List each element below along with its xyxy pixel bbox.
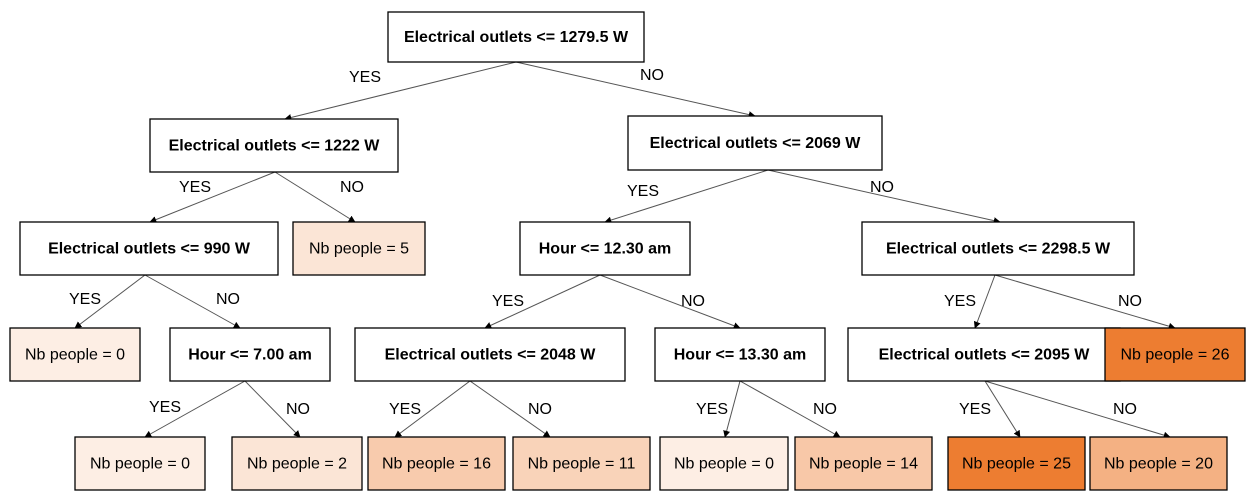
edge-label: YES bbox=[349, 69, 381, 86]
edge-label: YES bbox=[389, 401, 421, 418]
node-box bbox=[9, 327, 141, 382]
edge bbox=[984, 380, 1171, 439]
edge-label: YES bbox=[959, 401, 991, 418]
edge-label: YES bbox=[944, 293, 976, 310]
node-box bbox=[19, 221, 279, 276]
node-box bbox=[654, 327, 826, 382]
node-box bbox=[519, 221, 691, 276]
node-box bbox=[947, 436, 1086, 491]
leaf-label: Nb people = 20 bbox=[1104, 456, 1213, 473]
edge bbox=[723, 380, 741, 438]
leaf-label: Nb people = 25 bbox=[962, 456, 1071, 473]
leaf-label: Nb people = 5 bbox=[309, 241, 409, 258]
edge bbox=[469, 380, 551, 438]
decision-label: Electrical outlets <= 2095 W bbox=[879, 347, 1091, 364]
edge bbox=[515, 61, 756, 119]
edge bbox=[144, 274, 241, 329]
edge-label: NO bbox=[286, 401, 310, 418]
edge bbox=[604, 169, 769, 224]
decision-label: Electrical outlets <= 2298.5 W bbox=[886, 241, 1111, 258]
decision-label: Electrical outlets <= 1222 W bbox=[169, 138, 381, 155]
edge-label: YES bbox=[69, 291, 101, 308]
edge bbox=[484, 274, 601, 329]
node-box bbox=[627, 115, 883, 171]
node-box bbox=[367, 436, 506, 491]
edge-label: NO bbox=[1113, 401, 1137, 418]
edge-label: YES bbox=[627, 183, 659, 200]
node-box bbox=[1104, 327, 1246, 382]
node-box bbox=[659, 436, 789, 491]
edge bbox=[284, 61, 517, 121]
leaf-label: Nb people = 16 bbox=[382, 456, 491, 473]
leaf-label: Nb people = 0 bbox=[90, 456, 190, 473]
node-box bbox=[149, 118, 399, 173]
edge-label: YES bbox=[179, 179, 211, 196]
edge bbox=[767, 169, 1001, 225]
node-box bbox=[861, 221, 1135, 276]
edge bbox=[994, 274, 1176, 330]
node-box bbox=[794, 436, 933, 491]
node-box bbox=[292, 221, 426, 276]
decision-label: Electrical outlets <= 990 W bbox=[48, 241, 251, 258]
leaf-label: Nb people = 0 bbox=[674, 456, 774, 473]
edge bbox=[973, 274, 996, 329]
leaf-label: Nb people = 26 bbox=[1121, 347, 1230, 364]
edge-label: NO bbox=[528, 401, 552, 418]
node-box bbox=[1089, 436, 1228, 491]
node-box bbox=[169, 327, 331, 382]
edge-label: NO bbox=[870, 179, 894, 196]
edge bbox=[739, 380, 841, 438]
leaf-label: Nb people = 11 bbox=[528, 456, 636, 473]
edge bbox=[244, 380, 301, 438]
decision-label: Hour <= 7.00 am bbox=[188, 347, 312, 364]
edge bbox=[984, 380, 1021, 438]
leaf-label: Nb people = 0 bbox=[25, 347, 125, 364]
decision-label: Electrical outlets <= 2048 W bbox=[385, 347, 597, 364]
edge-label: NO bbox=[681, 293, 705, 310]
edge-label: NO bbox=[340, 179, 364, 196]
edge-label: YES bbox=[149, 399, 181, 416]
edge-label: NO bbox=[640, 67, 664, 84]
edge bbox=[149, 171, 276, 223]
edge bbox=[274, 171, 356, 223]
edge-label: YES bbox=[696, 401, 728, 418]
node-box bbox=[512, 436, 651, 491]
edge bbox=[144, 380, 246, 438]
node-box bbox=[354, 327, 626, 382]
edge bbox=[74, 274, 146, 329]
edge-label: NO bbox=[216, 291, 240, 308]
node-box bbox=[231, 436, 363, 491]
node-box bbox=[74, 436, 206, 491]
decision-label: Electrical outlets <= 2069 W bbox=[650, 135, 862, 152]
decision-label: Electrical outlets <= 1279.5 W bbox=[404, 29, 629, 46]
leaf-label: Nb people = 14 bbox=[809, 456, 918, 473]
leaf-label: Nb people = 2 bbox=[247, 456, 347, 473]
decision-label: Hour <= 13.30 am bbox=[674, 347, 807, 364]
edge-label: YES bbox=[492, 293, 524, 310]
decision-label: Hour <= 12.30 am bbox=[539, 241, 672, 258]
edge bbox=[599, 274, 741, 330]
edge bbox=[394, 380, 471, 438]
edge-label: NO bbox=[1118, 293, 1142, 310]
node-box bbox=[387, 11, 645, 63]
edge-label: NO bbox=[813, 401, 837, 418]
